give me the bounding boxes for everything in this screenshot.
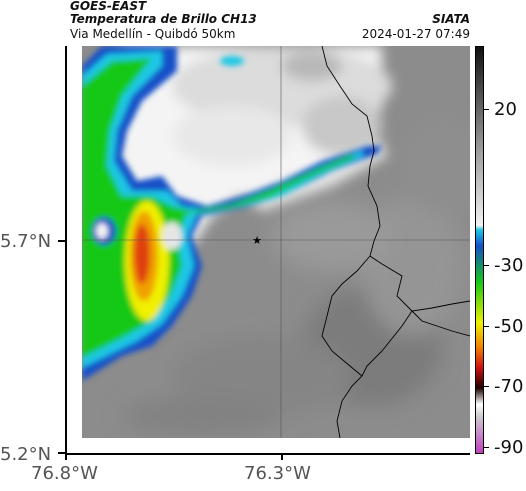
lon-tick-right [281,454,283,460]
product-title: Temperatura de Brillo CH13 [70,12,257,26]
convective-core [82,46,382,381]
y-axis-line [65,46,67,454]
department-border-south [336,300,470,438]
colorbar-label-minus30: -30 [494,255,524,276]
agency-name: SIATA [432,12,470,26]
colorbar-label-minus50: -50 [494,316,524,337]
lon-label-left: 76.8°W [31,463,98,484]
satellite-map[interactable]: ★ [82,46,470,438]
lat-tick-bottom [58,452,66,454]
route-subtitle: Via Medellín - Quibdó 50km [70,27,236,41]
timestamp: 2024-01-27 07:49 [361,27,470,41]
colorbar-label-minus70: -70 [494,376,524,397]
x-axis-line [65,453,470,455]
lat-label-top: 5.7°N [0,231,52,252]
colorbar-tick-minus90 [484,447,489,448]
cloud-texture [122,116,470,436]
colorbar-label-20: 20 [494,99,517,120]
lat-tick-top [58,240,66,242]
star-icon: ★ [252,234,262,247]
colorbar [475,46,484,454]
colorbar-tick-minus30 [484,265,489,266]
colorbar-label-minus90: -90 [494,437,524,458]
lon-tick-left [65,454,67,460]
lat-label-bottom: 5.2°N [0,444,52,465]
department-border-east [321,255,371,377]
colorbar-tick-20 [484,109,489,110]
lon-label-right: 76.3°W [244,463,311,484]
colorbar-tick-minus70 [484,386,489,387]
colorbar-tick-minus50 [484,326,489,327]
satellite-name: GOES-EAST [70,0,147,13]
department-border [321,46,470,337]
